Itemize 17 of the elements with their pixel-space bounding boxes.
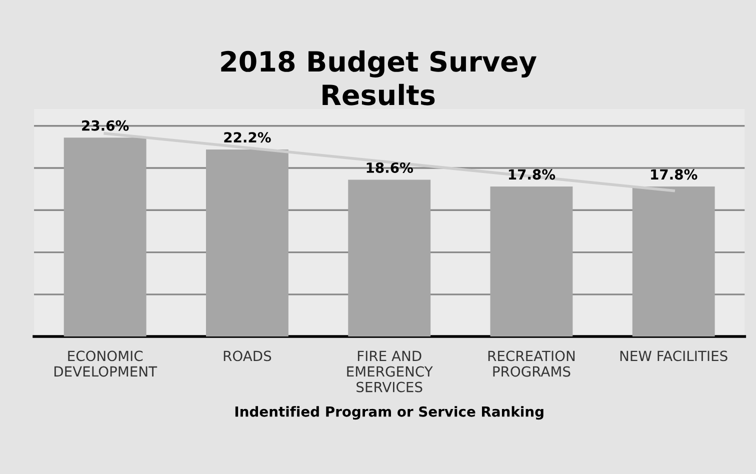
x-tick-label: RECREATION PROGRAMS <box>488 350 575 377</box>
x-tick-label: FIRE AND EMERGENCY SERVICES <box>347 350 433 392</box>
data-label: 23.6% <box>82 120 129 131</box>
x-tick-label: ECONOMIC DEVELOPMENT <box>54 350 158 377</box>
bar <box>64 138 146 337</box>
bar <box>206 149 288 337</box>
bar <box>632 186 715 337</box>
x-tick-label: NEW FACILITIES <box>620 350 728 362</box>
chart-title: 2018 Budget Survey Results <box>221 50 537 106</box>
data-label: 22.2% <box>224 132 271 143</box>
data-label: 17.8% <box>651 169 698 180</box>
data-label: 17.8% <box>508 169 556 180</box>
bar <box>490 186 573 337</box>
bar <box>348 180 431 337</box>
x-axis-title: Indentified Program or Service Ranking <box>235 406 544 420</box>
x-tick-label: ROADS <box>224 350 272 362</box>
data-label: 18.6% <box>366 162 413 173</box>
